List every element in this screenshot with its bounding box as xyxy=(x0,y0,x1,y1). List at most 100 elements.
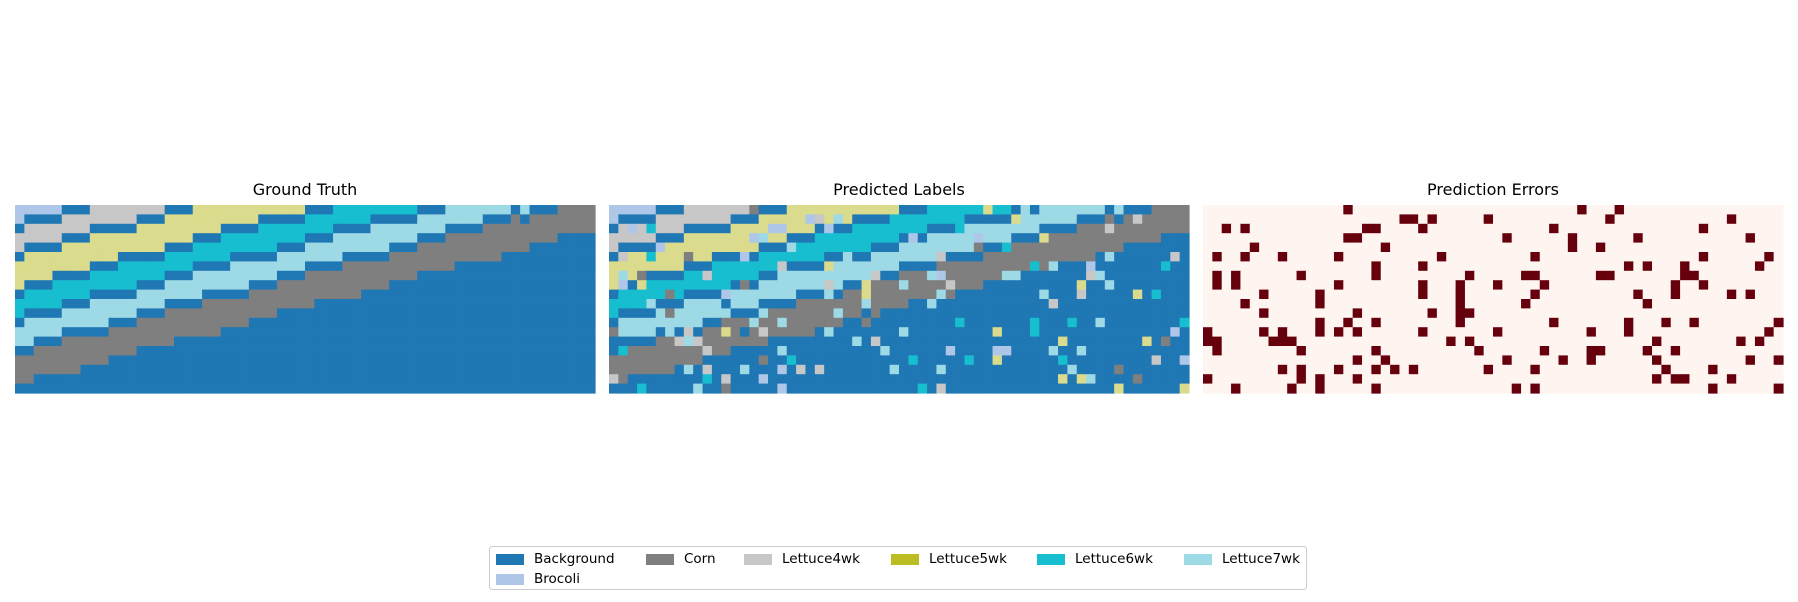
ground-truth-cell xyxy=(370,299,381,309)
correct-cell xyxy=(1455,252,1466,262)
predicted-cell xyxy=(1104,242,1115,253)
ground-truth-cell xyxy=(211,233,222,244)
correct-cell xyxy=(1736,346,1747,356)
correct-cell xyxy=(1418,270,1429,281)
ground-truth-cell xyxy=(305,242,315,253)
predicted-cell xyxy=(1160,214,1171,225)
ground-truth-cell xyxy=(548,223,559,234)
predicted-cell xyxy=(917,270,928,281)
ground-truth-cell xyxy=(529,346,540,356)
correct-cell xyxy=(1577,289,1588,300)
predicted-cell xyxy=(936,364,947,375)
predicted-cell xyxy=(702,223,713,234)
ground-truth-cell xyxy=(230,374,241,385)
ground-truth-cell xyxy=(407,299,418,309)
error-cell xyxy=(1623,261,1634,272)
ground-truth-cell xyxy=(286,327,297,338)
ground-truth-cell xyxy=(426,355,437,366)
correct-cell xyxy=(1502,383,1513,394)
correct-cell xyxy=(1577,383,1588,394)
predicted-cell xyxy=(899,299,909,309)
ground-truth-cell xyxy=(43,289,54,300)
correct-cell xyxy=(1268,327,1279,338)
correct-cell xyxy=(1736,327,1747,338)
predicted-cell xyxy=(992,364,1003,375)
correct-cell xyxy=(1502,317,1513,328)
correct-cell xyxy=(1474,252,1485,262)
legend-swatch-lettuce5wk xyxy=(891,554,919,565)
ground-truth-cell xyxy=(585,242,596,253)
ground-truth-cell xyxy=(211,261,222,272)
predicted-cell xyxy=(1001,374,1012,385)
predicted-cell xyxy=(870,242,881,253)
correct-cell xyxy=(1577,233,1588,244)
ground-truth-cell xyxy=(435,223,446,234)
correct-cell xyxy=(1736,242,1747,253)
ground-truth-cell xyxy=(464,346,474,356)
ground-truth-cell xyxy=(305,336,315,347)
ground-truth-cell xyxy=(482,205,493,215)
correct-cell xyxy=(1390,327,1401,338)
predicted-cell xyxy=(973,383,984,394)
predicted-cell xyxy=(833,336,844,347)
predicted-cell xyxy=(768,233,778,244)
error-cell xyxy=(1352,308,1363,319)
predicted-cell xyxy=(917,242,928,253)
ground-truth-cell xyxy=(305,308,315,319)
correct-cell xyxy=(1502,252,1513,262)
error-cell xyxy=(1203,374,1213,385)
correct-cell xyxy=(1324,308,1335,319)
ground-truth-cell xyxy=(454,336,465,347)
ground-truth-cell xyxy=(548,214,559,225)
ground-truth-cell xyxy=(407,336,418,347)
ground-truth-cell xyxy=(202,205,213,215)
predicted-cell xyxy=(711,233,722,244)
correct-cell xyxy=(1567,327,1578,338)
correct-cell xyxy=(1661,252,1672,262)
ground-truth-cell xyxy=(239,289,250,300)
ground-truth-cell xyxy=(407,308,418,319)
predicted-cell xyxy=(777,364,788,375)
ground-truth-cell xyxy=(295,205,306,215)
correct-cell xyxy=(1521,289,1532,300)
correct-cell xyxy=(1689,223,1700,234)
predicted-cell xyxy=(889,270,900,281)
predicted-cell xyxy=(1095,374,1106,385)
error-cell xyxy=(1259,308,1270,319)
correct-cell xyxy=(1577,280,1588,291)
correct-cell xyxy=(1642,280,1653,291)
correct-cell xyxy=(1764,242,1775,253)
predicted-cell xyxy=(861,299,872,309)
ground-truth-cell xyxy=(230,252,241,262)
predicted-cell xyxy=(880,383,891,394)
ground-truth-cell xyxy=(501,261,512,272)
predicted-cell xyxy=(1095,364,1106,375)
correct-cell xyxy=(1390,233,1401,244)
ground-truth-cell xyxy=(548,364,559,375)
correct-cell xyxy=(1577,336,1588,347)
correct-cell xyxy=(1652,242,1662,253)
ground-truth-cell xyxy=(566,374,577,385)
predicted-cell xyxy=(627,317,638,328)
predicted-cell xyxy=(730,261,741,272)
ground-truth-cell xyxy=(520,327,531,338)
correct-cell xyxy=(1764,317,1775,328)
ground-truth-cell xyxy=(342,252,353,262)
predicted-cell xyxy=(627,346,638,356)
correct-cell xyxy=(1652,270,1662,281)
predicted-cell xyxy=(824,364,835,375)
correct-cell xyxy=(1305,299,1316,309)
ground-truth-cell xyxy=(33,205,44,215)
ground-truth-cell xyxy=(89,233,100,244)
predicted-cell xyxy=(1020,364,1031,375)
ground-truth-cell xyxy=(566,308,577,319)
correct-cell xyxy=(1493,270,1503,281)
ground-truth-cell xyxy=(492,374,503,385)
predicted-cell xyxy=(870,308,881,319)
ground-truth-cell xyxy=(183,327,194,338)
predicted-cell xyxy=(1151,383,1162,394)
correct-cell xyxy=(1268,214,1279,225)
ground-truth-cell xyxy=(529,374,540,385)
predicted-cell xyxy=(1076,317,1087,328)
ground-truth-cell xyxy=(258,233,269,244)
